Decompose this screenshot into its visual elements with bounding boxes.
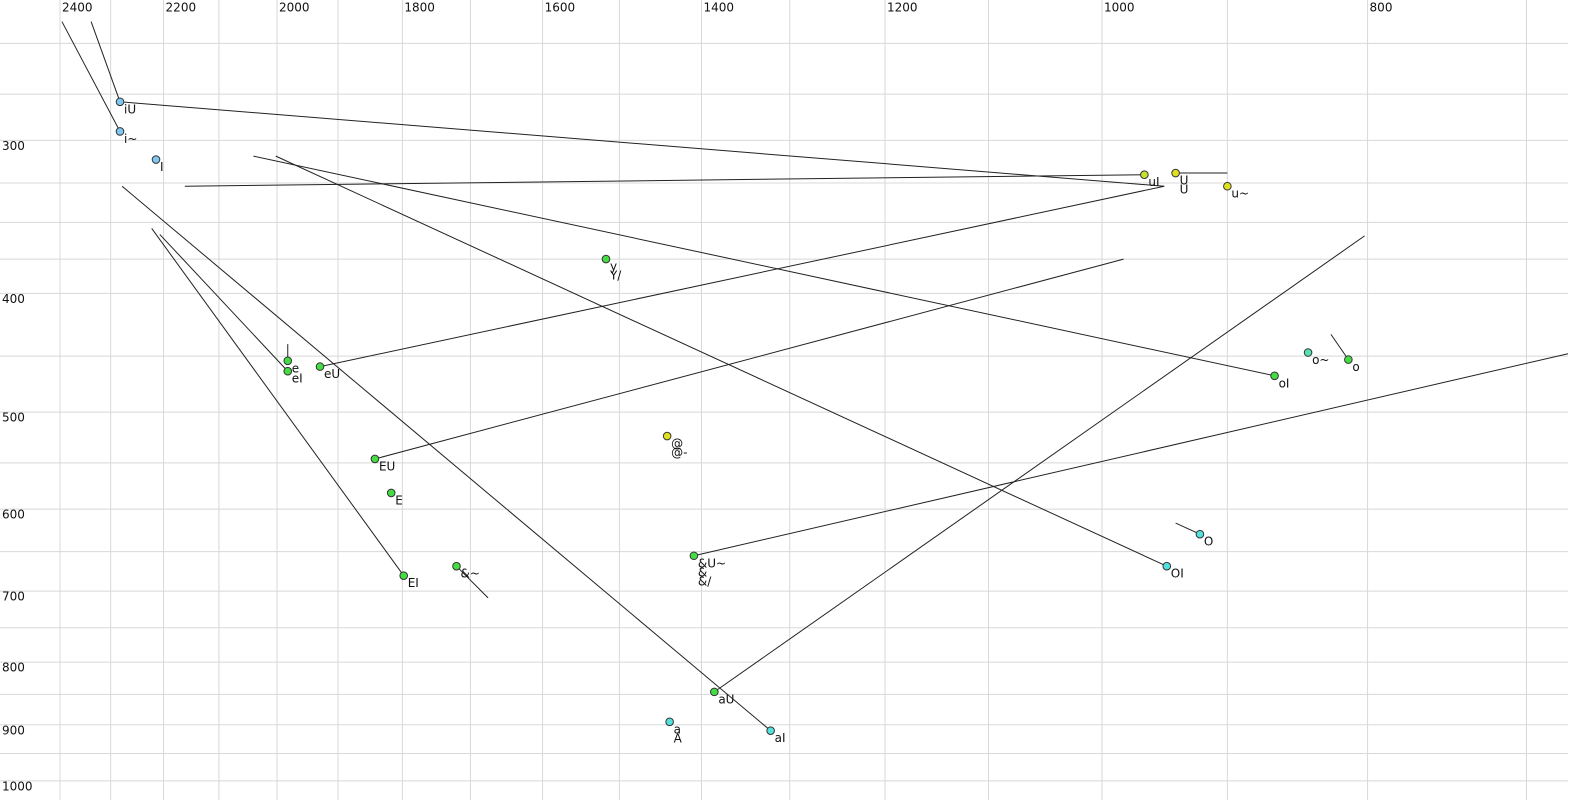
y-tick-label: 700: [2, 590, 25, 604]
vowel-label: a: [674, 722, 681, 736]
y-tick-label: 500: [2, 411, 25, 425]
x-tick-label: 1400: [704, 1, 735, 15]
vowel-label: oI: [1279, 376, 1290, 390]
trajectory: [119, 101, 1165, 187]
x-tick-label: 2200: [166, 1, 197, 15]
vowel-label: eU: [324, 367, 340, 381]
vowel-label: EI: [408, 576, 419, 590]
vowel-label: O: [1204, 535, 1213, 549]
x-tick-label: 1200: [887, 1, 918, 15]
vowel-point: [1270, 371, 1279, 381]
vowel-label: @-: [671, 446, 687, 460]
vowel-point: [399, 571, 409, 580]
trajectory: [1175, 522, 1201, 535]
vowel-point: [689, 551, 699, 561]
vowel-label: iU: [124, 102, 136, 116]
vowel-label: &U~: [698, 556, 726, 570]
vowel-point: [115, 97, 125, 107]
y-tick-label: 400: [2, 292, 25, 306]
trajectory: [714, 235, 1365, 693]
vowel-point: [370, 454, 380, 464]
x-tick-label: 1600: [545, 1, 576, 15]
vowel-label: @: [671, 437, 683, 451]
vowel-label: &: [698, 565, 707, 579]
trajectory: [184, 174, 1145, 187]
trajectory: [61, 21, 121, 132]
vowel-label: u~: [1231, 187, 1249, 201]
vowel-label: uI: [1148, 175, 1159, 189]
vowel-label: Y/: [609, 269, 622, 283]
vowel-point: [1223, 181, 1232, 191]
vowel-label: OI: [1171, 567, 1184, 581]
vowel-point: [665, 717, 674, 727]
vowel-label: eI: [292, 372, 303, 386]
vowel-label: y: [610, 260, 617, 274]
vowel-point: [1344, 355, 1353, 364]
trajectory: [151, 228, 405, 576]
vowel-point: [1303, 348, 1313, 357]
trajectory: [159, 234, 289, 372]
vowel-label: e: [292, 361, 299, 375]
vowel-point: [151, 155, 161, 164]
vowel-point: [662, 431, 672, 441]
vowel-point: [283, 366, 293, 376]
trajectory: [1330, 334, 1349, 360]
vowel-label: E: [395, 493, 403, 507]
vowel-label: o~: [1312, 353, 1329, 367]
y-tick-label: 300: [2, 139, 25, 153]
vowel-point: [386, 488, 396, 498]
vowel-label: i~: [124, 132, 137, 146]
trajectory: [121, 185, 771, 732]
vowel-label: &/: [698, 574, 712, 588]
x-tick-label: 2000: [279, 1, 310, 15]
vowel-point: [710, 687, 719, 697]
vowel-label: U: [1180, 174, 1189, 188]
vowel-point: [1140, 170, 1149, 180]
vowel-label: aI: [775, 731, 786, 745]
x-tick-label: 1000: [1104, 1, 1135, 15]
vowel-point: [766, 726, 775, 735]
vowel-point: [115, 127, 125, 136]
trajectory: [374, 258, 1124, 460]
trajectory: [90, 21, 121, 102]
vowel-label: I: [160, 160, 164, 174]
x-tick-label: 2400: [62, 1, 93, 15]
vowel-label: EU: [379, 459, 395, 473]
trajectory: [456, 565, 489, 599]
trajectory: [319, 185, 1165, 368]
y-tick-label: 800: [2, 661, 25, 675]
y-tick-label: 600: [2, 508, 25, 522]
vowel-point: [601, 254, 611, 264]
vowel-point: [452, 561, 461, 571]
x-tick-label: 800: [1370, 1, 1393, 15]
vowel-label: aU: [718, 692, 734, 706]
vowel-label: U: [1180, 183, 1189, 197]
trajectory: [253, 155, 1275, 377]
vowel-label: o: [1352, 360, 1359, 374]
vowel-point: [1195, 529, 1205, 539]
vowel-label: &~: [461, 567, 480, 581]
vowel-label: A: [674, 731, 683, 745]
trajectory: [693, 353, 1569, 557]
trajectory: [275, 155, 1167, 567]
x-tick-label: 1800: [404, 1, 435, 15]
vowel-point: [283, 356, 293, 366]
y-tick-label: 1000: [2, 779, 33, 793]
vowel-point: [1162, 561, 1172, 571]
vowel-point: [315, 362, 325, 371]
vowel-point: [1171, 168, 1180, 178]
y-tick-label: 900: [2, 723, 25, 737]
